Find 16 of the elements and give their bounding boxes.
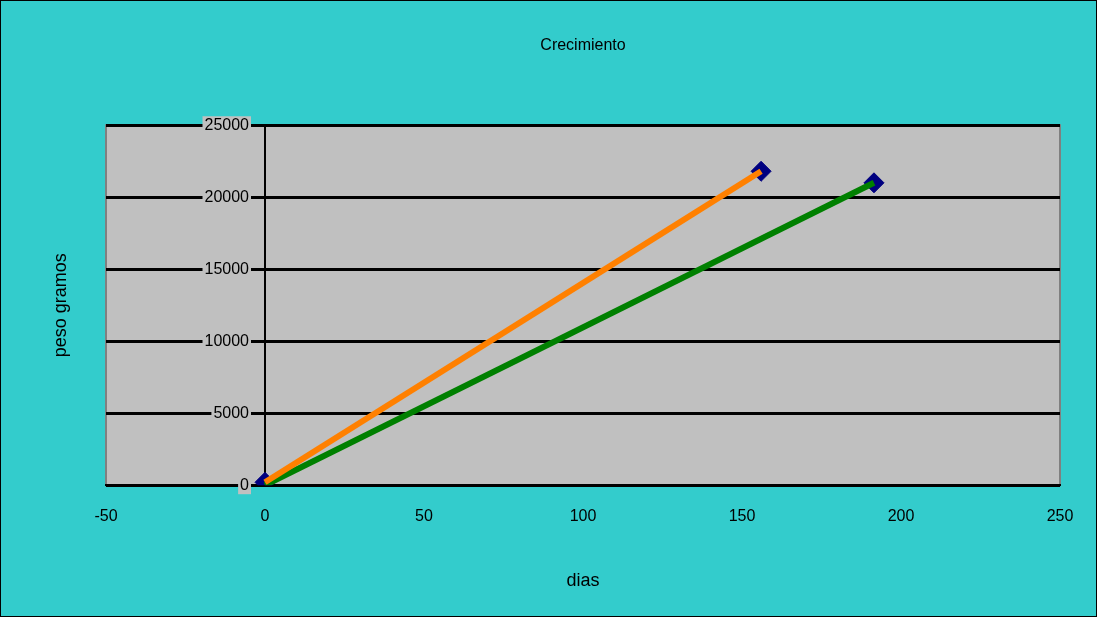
y-tick-label: 20000 <box>204 187 250 205</box>
chart-title: Crecimiento <box>540 36 626 54</box>
x-tick-label: -50 <box>94 507 118 525</box>
y-tick-label: 15000 <box>204 259 250 277</box>
x-tick-label: 200 <box>887 507 915 525</box>
x-tick-label: 50 <box>415 507 433 525</box>
y-axis-title: peso gramos <box>49 253 70 358</box>
y-tick-label: 5000 <box>213 403 250 421</box>
x-tick-label: 0 <box>260 507 270 525</box>
x-axis-title: dias <box>566 570 600 591</box>
x-tick-label: 100 <box>569 507 597 525</box>
x-tick-label: 250 <box>1046 507 1074 525</box>
y-tick-label: 25000 <box>204 115 250 133</box>
y-tick-label: 10000 <box>204 331 250 349</box>
x-tick-label: 150 <box>728 507 756 525</box>
y-tick-label: 0 <box>240 475 250 493</box>
